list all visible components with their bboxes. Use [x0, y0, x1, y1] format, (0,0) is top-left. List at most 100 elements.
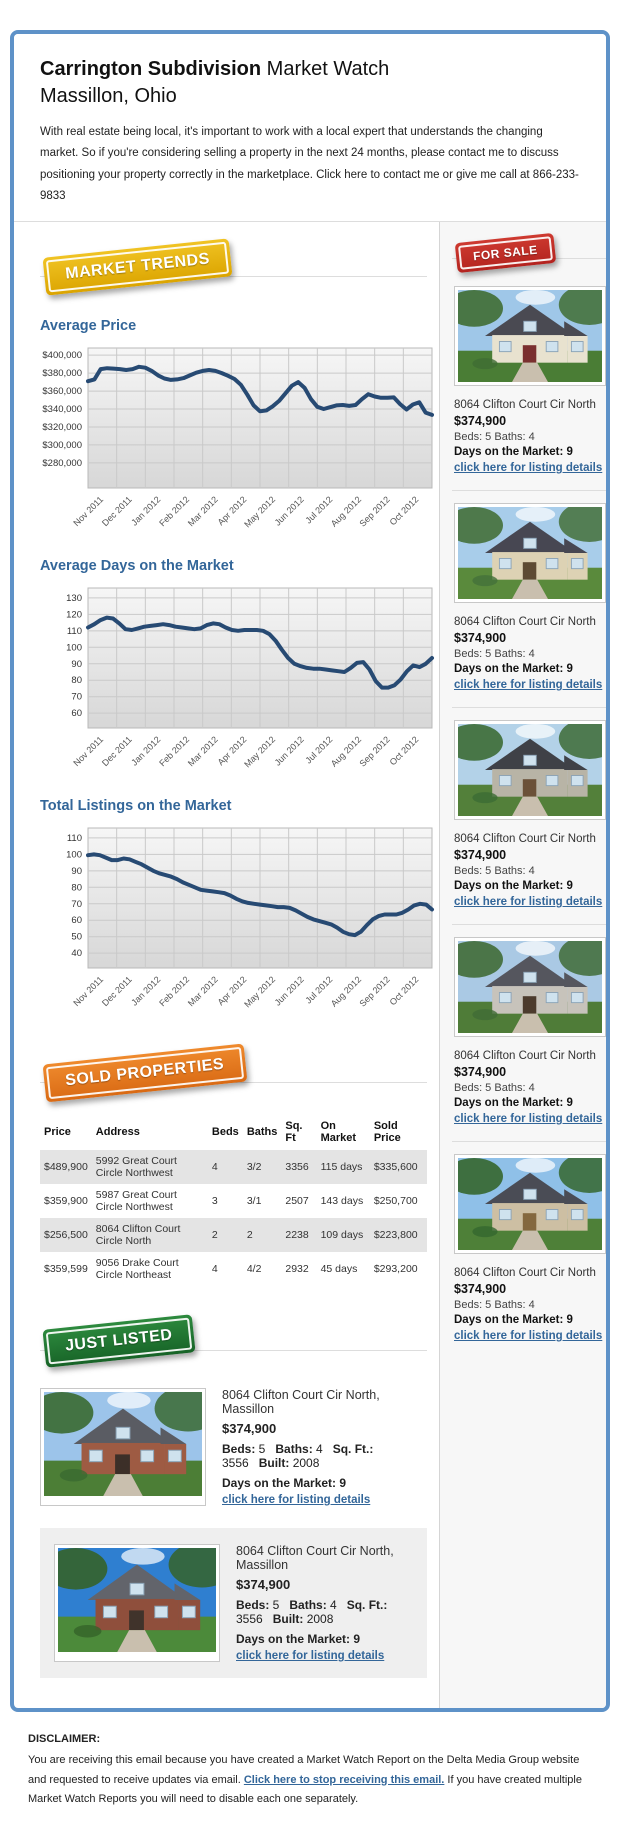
sold-table-cell: 115 days: [316, 1150, 370, 1185]
svg-text:May 2012: May 2012: [242, 974, 277, 1009]
spec-label: Baths:: [289, 1598, 327, 1613]
listing-days-on-market: Days on the Market: 9: [454, 663, 573, 676]
listing-photo[interactable]: [454, 286, 606, 387]
svg-text:Sep 2012: Sep 2012: [358, 974, 392, 1008]
sold-table-cell: $489,900: [40, 1150, 92, 1185]
just-listed-card: 8064 Clifton Court Cir North, Massillon …: [40, 1528, 427, 1679]
listing-photo[interactable]: [40, 1388, 206, 1507]
spec-label: Built:: [258, 1456, 290, 1471]
svg-text:Sep 2012: Sep 2012: [358, 734, 392, 768]
listing-photo[interactable]: [54, 1544, 220, 1663]
disclaimer-heading: DISCLAIMER:: [28, 1733, 101, 1746]
listing-details-link[interactable]: click here for listing details: [222, 1494, 371, 1507]
spec-label: Built:: [272, 1612, 304, 1627]
svg-text:Jun 2012: Jun 2012: [273, 974, 306, 1007]
sidebar-for-sale: FOR SALE 8064 Clifton Court Cir North $3…: [439, 222, 606, 1709]
svg-text:$380,000: $380,000: [42, 368, 82, 379]
listing-photo[interactable]: [454, 503, 606, 604]
svg-text:Dec 2011: Dec 2011: [100, 494, 134, 528]
svg-text:Oct 2012: Oct 2012: [388, 494, 421, 527]
sold-table-cell: $359,599: [44, 1263, 88, 1276]
listing-address: 8064 Clifton Court Cir North: [454, 399, 596, 412]
svg-text:40: 40: [71, 948, 82, 959]
sold-table-cell: 143 days: [320, 1195, 364, 1208]
sold-table-cell: 8064 Clifton Court Circle North: [91, 1218, 208, 1253]
svg-text:120: 120: [66, 609, 82, 620]
listing-days-on-market: Days on the Market: 9: [222, 1476, 347, 1491]
city-state: Massillon, Ohio: [40, 85, 177, 107]
svg-text:Oct 2012: Oct 2012: [388, 734, 421, 767]
sold-properties-badge: SOLD PROPERTIES: [42, 1043, 247, 1103]
house-photo: [44, 1392, 202, 1497]
listing-beds-baths: Beds: 5 Baths: 4: [454, 865, 535, 878]
listing-photo[interactable]: [454, 937, 606, 1038]
average-days-chart: 130 120 110 100 90 80 70 60 Nov 2011 Dec 2011 Jan …: [40, 582, 434, 778]
line-chart: $400,000 $380,000 $360,000 $340,000 $320,000…: [42, 347, 434, 529]
svg-text:Oct 2012: Oct 2012: [388, 974, 421, 1007]
listing-details-link[interactable]: click here for listing details: [454, 1330, 603, 1343]
just-listed-badge-row: JUST LISTED: [40, 1314, 427, 1372]
unsubscribe-link[interactable]: Click here to stop receiving this email.: [243, 1773, 445, 1786]
sold-table-cell: 4/2: [246, 1263, 262, 1276]
listing-days-on-market: Days on the Market: 9: [454, 880, 573, 893]
market-trends-badge-row: MARKET TRENDS: [40, 238, 427, 298]
chart-title-average-price: Average Price: [40, 318, 137, 335]
for-sale-listing-card: 8064 Clifton Court Cir North $374,900 Be…: [454, 720, 606, 910]
listing-photo[interactable]: [454, 1154, 606, 1255]
listing-details-link[interactable]: click here for listing details: [454, 679, 603, 692]
sold-column-header: Address: [95, 1126, 140, 1139]
listing-address: 8064 Clifton Court Cir North, Massillon: [222, 1388, 380, 1417]
listing-beds-baths: Beds: 5 Baths: 4: [454, 1299, 535, 1312]
house-photo: [58, 1548, 216, 1653]
sold-table-row: $489,900 5992 Great Court Circle Northwes…: [40, 1150, 427, 1185]
divider: [40, 1350, 427, 1352]
sold-table-cell: $223,800: [369, 1218, 427, 1253]
listing-price: $374,900: [454, 631, 507, 646]
sold-table-cell: $250,700: [373, 1195, 418, 1208]
svg-text:Nov 2011: Nov 2011: [71, 734, 105, 768]
sold-table-cell: 3/2: [242, 1150, 282, 1185]
sold-table-cell: 45 days: [320, 1263, 358, 1276]
listing-photo[interactable]: [454, 720, 606, 821]
svg-text:$400,000: $400,000: [42, 350, 82, 361]
listing-details-link[interactable]: click here for listing details: [454, 462, 603, 475]
listing-beds-baths: Beds: 5 Baths: 4: [454, 648, 535, 661]
svg-text:Aug 2012: Aug 2012: [329, 974, 363, 1008]
listing-specs: Beds: 5 Baths: 4 Sq. Ft.: 3556 Built: 2008: [222, 1442, 374, 1471]
svg-text:Aug 2012: Aug 2012: [329, 494, 363, 528]
listing-beds-baths: Beds: 5 Baths: 4: [454, 1082, 535, 1095]
just-listed-badge: JUST LISTED: [42, 1314, 196, 1368]
divider: [452, 1141, 606, 1143]
listing-price: $374,900: [454, 1065, 507, 1080]
svg-text:$360,000: $360,000: [42, 386, 82, 397]
for-sale-list: 8064 Clifton Court Cir North $374,900 Be…: [452, 286, 606, 1344]
sold-table-cell: 2: [207, 1218, 243, 1253]
svg-text:$340,000: $340,000: [42, 404, 82, 415]
svg-text:70: 70: [71, 899, 82, 910]
sold-table-cell: 4: [211, 1263, 218, 1276]
report-header: Carrington Subdivision Market Watch Mass…: [14, 34, 606, 223]
svg-text:May 2012: May 2012: [242, 734, 277, 769]
svg-text:$280,000: $280,000: [42, 458, 82, 469]
listing-price: $374,900: [454, 1282, 507, 1297]
sold-table-cell: 4: [207, 1150, 243, 1185]
listing-details-link[interactable]: click here for listing details: [454, 896, 603, 909]
listing-beds-baths: Beds: 5 Baths: 4: [454, 431, 535, 444]
sold-table-cell: 3: [211, 1195, 218, 1208]
listing-details-link[interactable]: click here for listing details: [454, 1113, 603, 1126]
house-photo: [458, 290, 602, 383]
svg-text:Dec 2011: Dec 2011: [100, 734, 134, 768]
listing-details-link[interactable]: click here for listing details: [236, 1650, 385, 1663]
spec-label: Sq. Ft.:: [332, 1442, 374, 1457]
listing-days-on-market: Days on the Market: 9: [454, 1314, 573, 1327]
listing-price: $374,900: [454, 848, 507, 863]
listing-price: $374,900: [236, 1577, 291, 1593]
sold-table-cell: $256,500: [40, 1218, 92, 1253]
svg-text:110: 110: [67, 833, 82, 844]
sold-column-header: Sq. Ft: [285, 1120, 303, 1145]
house-photo: [458, 507, 602, 600]
house-photo: [458, 724, 602, 817]
svg-text:80: 80: [71, 882, 82, 893]
sold-properties-table: Price Address Beds Baths Sq. Ft On Market Sold…: [40, 1114, 427, 1286]
svg-text:100: 100: [66, 642, 82, 653]
